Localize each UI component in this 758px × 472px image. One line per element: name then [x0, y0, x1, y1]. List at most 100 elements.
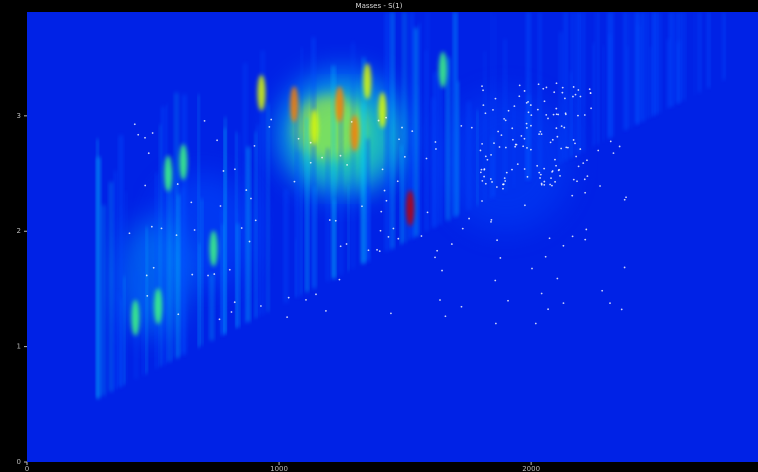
streak: [647, 12, 650, 119]
scatter-dot: [481, 200, 483, 202]
scatter-dot: [260, 305, 262, 307]
scatter-dot: [490, 220, 492, 223]
scatter-dot: [559, 174, 561, 177]
scatter-dot: [577, 165, 580, 168]
hotspot: [164, 155, 173, 192]
glow-region: [294, 95, 365, 160]
streak: [224, 179, 227, 334]
scatter-dot: [548, 237, 551, 240]
scatter-dot: [490, 218, 493, 221]
streak: [525, 112, 529, 181]
y-tick-label: 3: [17, 112, 21, 120]
scatter-dot: [543, 167, 546, 170]
scatter-dot: [297, 137, 300, 140]
streak: [266, 103, 270, 312]
scatter-dot: [552, 113, 555, 116]
streak: [490, 136, 495, 198]
streak: [418, 23, 421, 235]
streak: [326, 148, 330, 282]
streak: [198, 243, 201, 347]
streak: [387, 12, 391, 251]
streak: [708, 12, 710, 88]
scatter-dot: [234, 168, 236, 171]
plot-area: [27, 12, 758, 462]
scatter-dot: [620, 308, 623, 311]
scatter-dot: [468, 217, 470, 220]
scatter-dot: [254, 219, 257, 222]
scatter-dot: [177, 313, 180, 316]
scatter-dot: [441, 269, 443, 272]
scatter-dot: [240, 227, 243, 229]
streak: [114, 170, 117, 390]
scatter-dot: [499, 257, 502, 259]
scatter-dot: [577, 89, 580, 91]
scatter-dot: [339, 154, 342, 157]
scatter-dot: [482, 89, 484, 92]
streak: [417, 85, 420, 236]
scatter-dot: [522, 145, 525, 148]
scatter-dot: [562, 302, 565, 305]
scatter-dot: [328, 219, 331, 221]
streak: [235, 131, 237, 329]
scatter-dot: [444, 315, 447, 318]
streak: [413, 27, 418, 237]
scatter-dot: [346, 164, 348, 166]
streak: [390, 12, 395, 249]
streak: [400, 145, 403, 245]
scatter-dot: [152, 266, 155, 269]
scatter-dot: [563, 126, 566, 129]
scatter-dot: [609, 302, 611, 305]
streak: [722, 12, 726, 81]
scatter-dot: [321, 156, 323, 159]
scatter-dot: [133, 123, 136, 126]
scatter-dot: [551, 138, 554, 141]
scatter-dot: [584, 191, 587, 194]
streak: [125, 191, 128, 384]
streak: [313, 186, 317, 289]
hotspot: [257, 74, 266, 111]
scatter-dot: [572, 86, 575, 88]
scatter-dot: [555, 82, 558, 85]
streak: [610, 12, 614, 138]
streak: [457, 81, 460, 216]
scatter-dot: [491, 181, 493, 183]
hotspot: [378, 92, 387, 129]
scatter-dot: [572, 178, 575, 181]
scatter-dot: [579, 95, 582, 98]
scatter-dot: [213, 273, 216, 275]
streak: [680, 12, 682, 102]
streak: [409, 12, 414, 239]
streak: [669, 12, 674, 107]
scatter-dot: [564, 97, 566, 100]
streak: [635, 12, 639, 125]
scatter-dot: [483, 168, 486, 171]
streak: [492, 127, 495, 198]
scatter-dot: [151, 132, 154, 134]
streak: [706, 12, 710, 89]
scatter-dot: [494, 279, 497, 282]
streak: [166, 104, 168, 364]
streak: [312, 37, 316, 289]
scatter-dot: [525, 101, 528, 104]
scatter-dot: [216, 139, 218, 142]
scatter-dot: [398, 138, 400, 141]
scatter-dot: [609, 140, 612, 143]
streak: [96, 157, 101, 399]
scatter-dot: [502, 187, 504, 190]
scatter-dot: [145, 274, 148, 277]
scatter-dot: [222, 170, 225, 172]
scatter-dot: [549, 141, 552, 144]
scatter-dot: [549, 183, 552, 186]
scatter-dot: [376, 248, 378, 251]
scatter-dot: [523, 90, 526, 92]
scatter-dot: [564, 112, 567, 115]
scatter-dot: [526, 146, 528, 149]
scatter-dot: [470, 126, 473, 129]
scatter-dot: [207, 274, 209, 277]
streak: [174, 92, 179, 359]
x-tick-label: 1000: [270, 465, 288, 472]
scatter-dot: [612, 152, 615, 154]
streak: [466, 101, 471, 210]
streak: [295, 107, 299, 298]
